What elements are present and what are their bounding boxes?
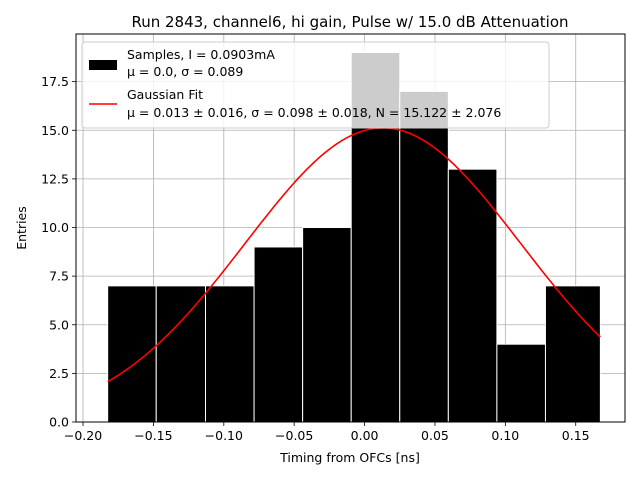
y-tick-label: 10.0	[41, 220, 69, 235]
y-axis: 0.0 2.5 5.0 7.5 10.0 12.5 15.0 17.5	[41, 74, 76, 430]
legend-swatch-samples	[89, 60, 117, 70]
histogram-bar	[205, 285, 255, 423]
y-tick-label: 0.0	[49, 415, 69, 430]
x-tick-label: −0.10	[205, 428, 243, 443]
legend: Samples, I = 0.0903mA μ = 0.0, σ = 0.089…	[81, 41, 550, 129]
x-tick-label: −0.05	[275, 428, 313, 443]
legend-box	[81, 41, 550, 129]
x-tick-label: 0.10	[491, 428, 519, 443]
x-tick-label: −0.20	[64, 428, 102, 443]
x-tick-label: −0.15	[134, 428, 172, 443]
x-axis-label: Timing from OFCs [ns]	[279, 450, 420, 465]
plot-frame	[75, 33, 626, 423]
x-tick-label: 0.15	[562, 428, 590, 443]
y-tick-label: 2.5	[49, 366, 69, 381]
histogram-bar	[399, 90, 449, 423]
histogram-bar	[107, 285, 157, 423]
histogram-bar	[544, 285, 601, 423]
legend-label-samples-stats: μ = 0.0, σ = 0.089	[127, 64, 243, 79]
histogram-bar	[302, 227, 352, 423]
y-tick-label: 12.5	[41, 171, 69, 186]
legend-label-samples: Samples, I = 0.0903mA	[127, 47, 275, 62]
x-tick-label: 0.05	[421, 428, 449, 443]
chart-title: Run 2843, channel6, hi gain, Pulse w/ 15…	[131, 13, 568, 31]
x-axis: −0.20 −0.15 −0.10 −0.05 0.00 0.05 0.10 0.15	[64, 422, 590, 443]
histogram-bar	[155, 285, 207, 423]
histogram-bar	[253, 246, 304, 423]
y-tick-label: 15.0	[41, 123, 69, 138]
legend-label-fit-params: μ = 0.013 ± 0.016, σ = 0.098 ± 0.018, N …	[127, 105, 501, 120]
y-tick-label: 17.5	[41, 74, 69, 89]
y-axis-label: Entries	[14, 206, 29, 250]
legend-label-fit: Gaussian Fit	[127, 87, 203, 102]
histogram-bar	[496, 343, 546, 423]
y-tick-label: 7.5	[49, 269, 69, 284]
x-tick-label: 0.00	[351, 428, 379, 443]
gaussian-fit-curve	[107, 127, 601, 383]
y-tick-label: 5.0	[49, 317, 69, 332]
histogram-bar	[447, 168, 498, 423]
